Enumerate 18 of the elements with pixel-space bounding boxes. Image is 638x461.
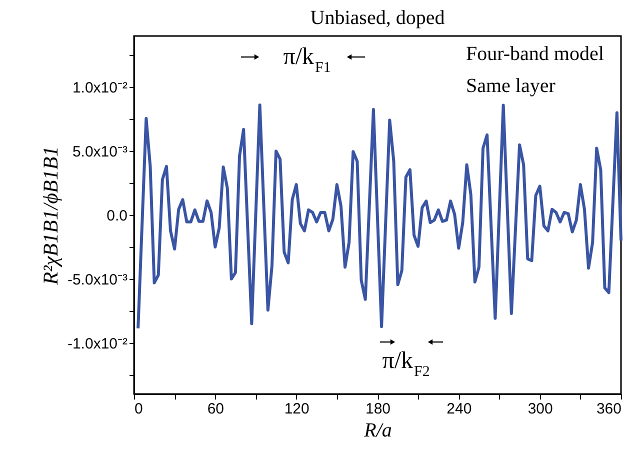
x-tick-label: 240 [446,400,472,418]
x-tick-label: 60 [207,400,224,418]
y-axis-title: R²χB1B1/ϕB1B1 [38,146,62,286]
y-tick-label: 1.0x10⁻² [72,80,128,97]
annotation: Four-band model [466,43,604,65]
y-tick-label: -1.0x10⁻² [67,335,128,352]
y-tick-label: 5.0x10⁻³ [72,144,128,161]
line-series [136,104,622,330]
x-tick-label: 360 [596,400,622,418]
x-tick-label: 0 [134,400,143,418]
x-axis-title: R/a [363,420,392,442]
x-tick-label: 300 [528,400,553,418]
annotation: Same layer [466,75,556,97]
y-tick-label: -5.0x10⁻³ [67,271,128,288]
x-tick-label: 120 [284,400,310,418]
y-tick-label: 0.0 [106,208,128,224]
chart-title: Unbiased, doped [310,7,445,29]
x-tick-label: 180 [365,400,391,418]
